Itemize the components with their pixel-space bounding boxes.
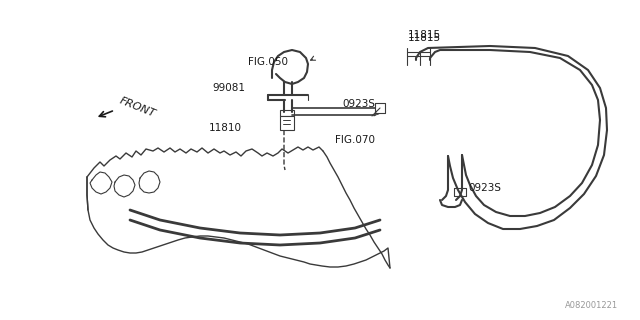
- Text: 99081: 99081: [212, 83, 245, 93]
- Text: FIG.050: FIG.050: [248, 57, 288, 67]
- Text: 11815: 11815: [408, 33, 441, 43]
- Text: 0923S: 0923S: [468, 183, 501, 193]
- Text: 11815: 11815: [408, 30, 441, 40]
- Text: FRONT: FRONT: [118, 95, 157, 119]
- Text: 0923S: 0923S: [342, 99, 375, 109]
- Text: 11810: 11810: [209, 123, 242, 133]
- Text: A082001221: A082001221: [565, 301, 618, 310]
- Bar: [280, 116, 294, 130]
- Text: FIG.070: FIG.070: [335, 135, 375, 145]
- Bar: [280, 110, 294, 116]
